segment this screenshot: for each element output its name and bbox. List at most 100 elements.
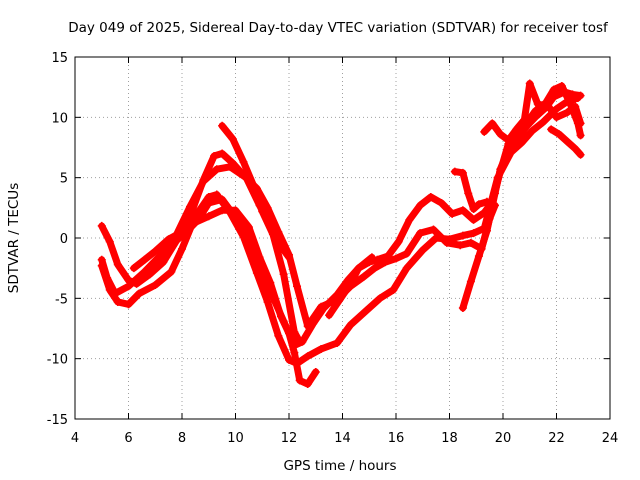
data-point — [474, 200, 483, 209]
data-point — [469, 229, 478, 238]
data-point — [303, 322, 312, 331]
axis-ticks: 4 6 8 10 12 14 16 18 20 22 24 -15 -10 -5 0 5 10 15 — [47, 51, 619, 446]
data-point — [563, 137, 572, 146]
data-point — [488, 119, 497, 128]
series-track-k — [547, 125, 585, 159]
data-point — [218, 121, 227, 130]
y-tick-label: -10 — [47, 353, 68, 368]
chart-title: Day 049 of 2025, Sidereal Day-to-day VTE… — [68, 20, 609, 36]
y-axis-label: SDTVAR / TECUs — [6, 183, 22, 293]
data-point — [132, 279, 141, 288]
data-point — [263, 297, 272, 306]
data-point — [568, 90, 577, 99]
data-point — [450, 167, 459, 176]
data-point — [325, 311, 334, 320]
data-point — [365, 258, 374, 267]
data-point — [258, 207, 267, 216]
data-point — [549, 85, 558, 94]
data-point — [469, 205, 478, 214]
data-point — [210, 151, 219, 160]
data-point — [346, 279, 355, 288]
data-point — [159, 258, 168, 267]
data-point — [178, 226, 186, 235]
grid — [75, 57, 610, 419]
x-tick-label: 8 — [178, 431, 186, 446]
data-point — [466, 238, 475, 247]
data-point — [218, 206, 227, 215]
x-tick-label: 24 — [602, 431, 619, 446]
data-point — [482, 226, 491, 235]
data-point — [199, 176, 208, 185]
data-point — [525, 79, 534, 88]
data-point — [490, 189, 499, 198]
data-point — [565, 98, 574, 107]
data-point — [97, 261, 106, 270]
y-tick-label: -5 — [55, 292, 68, 307]
data-point — [383, 252, 392, 261]
data-point — [496, 165, 505, 174]
x-tick-label: 12 — [281, 431, 298, 446]
data-point — [231, 206, 240, 215]
data-point — [362, 306, 371, 315]
data-point — [135, 289, 144, 298]
data-point — [140, 255, 149, 264]
data-point — [145, 270, 154, 279]
data-point — [458, 206, 467, 215]
data-point — [285, 355, 293, 364]
series-track-f — [218, 121, 304, 346]
data-point — [204, 199, 213, 208]
data-point — [480, 208, 489, 217]
data-point — [375, 294, 384, 303]
data-point — [539, 118, 548, 127]
data-point — [191, 218, 200, 227]
data-point — [279, 270, 288, 279]
data-point — [555, 130, 564, 139]
data-point — [528, 126, 537, 135]
data-point — [274, 331, 283, 340]
data-point — [311, 367, 320, 376]
data-point — [458, 168, 467, 177]
data-layer — [97, 79, 585, 389]
data-point — [552, 113, 561, 122]
data-point — [469, 215, 478, 224]
data-point — [250, 183, 259, 192]
data-point — [373, 255, 382, 264]
data-point — [244, 223, 253, 232]
data-point — [335, 295, 344, 304]
data-point — [458, 231, 467, 240]
x-tick-label: 20 — [495, 431, 512, 446]
data-point — [576, 91, 585, 100]
data-point — [105, 237, 114, 246]
y-tick-label: 15 — [51, 51, 68, 66]
data-point — [218, 195, 227, 204]
data-point — [466, 277, 475, 286]
data-point — [405, 215, 414, 224]
series-trace — [130, 206, 320, 388]
data-point — [520, 115, 529, 124]
data-point — [429, 225, 438, 234]
data-point — [402, 264, 411, 273]
data-point — [464, 189, 473, 198]
data-point — [458, 303, 467, 312]
data-point — [290, 348, 299, 357]
data-point — [533, 100, 542, 109]
data-point — [437, 199, 446, 208]
data-point — [268, 230, 277, 239]
data-point — [389, 285, 398, 294]
data-point — [512, 125, 521, 134]
data-point — [188, 205, 197, 214]
data-point — [285, 250, 293, 259]
series-trace — [218, 122, 304, 346]
data-point — [504, 136, 513, 145]
data-point — [239, 157, 248, 166]
x-axis-label: GPS time / hours — [283, 458, 396, 474]
data-point — [504, 145, 513, 154]
data-point — [426, 192, 435, 201]
data-point — [295, 376, 304, 385]
data-point — [218, 149, 227, 158]
data-point — [317, 302, 326, 311]
data-point — [456, 241, 465, 250]
x-tick-label: 6 — [124, 431, 132, 446]
data-point — [167, 267, 176, 276]
